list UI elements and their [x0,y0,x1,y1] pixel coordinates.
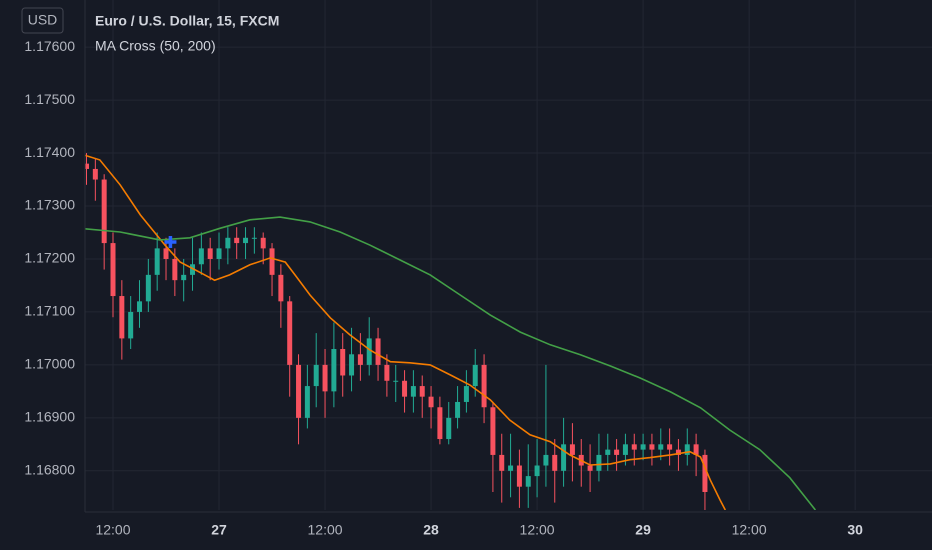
candle-body [260,237,266,249]
candle-body [402,380,408,397]
candle-body [110,243,116,297]
candle-body [543,454,549,466]
candle-body [587,465,593,471]
candle-body [410,386,416,397]
y-tick-label: 1.17200 [24,250,75,266]
candle-body [349,354,355,376]
indicator-label: MA Cross (50, 200) [95,38,216,54]
candle-body [463,386,469,402]
candle-body [614,449,620,455]
cross-marker [164,236,177,249]
currency-box [21,7,64,34]
candle-body [357,354,363,365]
candle-body [516,465,522,487]
y-tick-label: 1.17300 [24,197,75,213]
candle-body [128,311,134,339]
candle-body [340,349,346,376]
x-tick-label: 29 [635,522,651,538]
axes: 1.16800 1.16900 1.17000 1.17100 1.17200 1.173… [24,38,863,538]
candle-body [667,444,673,450]
chart-title: Euro / U.S. Dollar, 15, FXCM [95,13,279,29]
candle-body [190,264,196,275]
candle-body [508,465,514,471]
candle-body [313,364,319,387]
moving-average-line [85,216,817,510]
candle-body [296,364,302,418]
candle-body [163,248,169,259]
candle-body [693,444,699,455]
y-tick-label: 1.16800 [24,462,75,478]
candle-body [419,386,425,397]
x-tick-label: 27 [211,522,227,538]
candle-body [287,301,293,365]
candle-body [534,465,540,477]
candle-body [605,449,611,455]
x-tick-label: 28 [423,522,439,538]
candle-body [499,454,505,471]
candle-body [675,449,681,455]
candle-body [119,296,125,339]
candle-body [640,444,646,450]
candle-body [472,364,478,387]
candle-body [684,444,690,455]
candle-body [490,407,496,455]
candle-body [251,237,257,239]
candle-body [269,248,275,275]
candle-body [322,364,328,392]
candle-body [154,248,160,275]
candle-body [384,364,390,381]
candle-body [393,380,399,382]
x-tick-label: 12:00 [520,522,555,538]
y-tick-label: 1.17500 [24,91,75,107]
candle-body [375,338,381,365]
candle-body [85,163,90,169]
moving-average-line [85,154,727,510]
candle-body [702,454,708,492]
candle-body [216,248,222,259]
candle-body [243,237,249,244]
candle-body [225,237,231,249]
candle-body [181,274,187,281]
candle-body [569,444,575,455]
candle-body [437,407,443,440]
x-tick-label: 30 [847,522,863,538]
y-tick-label: 1.17100 [24,303,75,319]
candle-body [366,338,372,365]
candle-body [92,168,98,180]
candle-body [101,179,107,244]
candle-body [172,258,178,281]
y-tick-label: 1.17600 [24,38,75,54]
candle-body [552,454,558,471]
plot-area [85,153,817,510]
y-tick-label: 1.17000 [24,356,75,372]
candle-body [145,274,151,302]
y-tick-label: 1.16900 [24,409,75,425]
candle-body [658,444,664,450]
x-tick-label: 12:00 [95,522,130,538]
y-tick-label: 1.17400 [24,144,75,160]
candle-body [622,444,628,455]
candle-body [304,386,310,418]
candle-body [649,444,655,450]
candle-body [234,237,240,244]
candle-body [207,248,213,259]
candle-body [631,444,637,450]
currency-label: USD [28,12,58,28]
x-tick-label: 12:00 [308,522,343,538]
candle-body [278,274,284,302]
candle-body [481,364,487,408]
candle-body [596,454,602,471]
candle-body [137,301,143,312]
candle-body [525,476,531,487]
x-tick-label: 12:00 [732,522,767,538]
candle-body [446,417,452,440]
candle-body [428,396,434,408]
candle-body [455,401,461,418]
candle-body [198,248,204,265]
candle-body [331,349,337,392]
candle-body [561,444,567,471]
